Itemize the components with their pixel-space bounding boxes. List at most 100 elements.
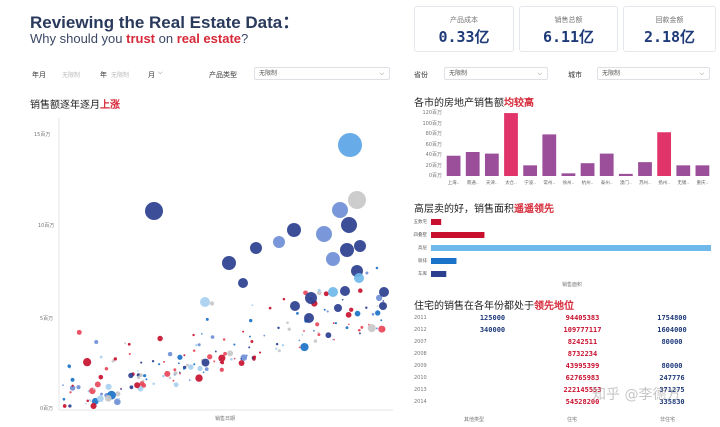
scatter-point [298,339,301,342]
kpi-card-collection: 回款金额 2.18亿 [623,6,716,52]
scatter-point [128,352,131,356]
table-row: 2011 125000 94405383 1754800 [412,312,714,324]
city-tick-label: 重庆.. [696,179,708,186]
sales-by-year-table: 2011 125000 94405383 1754800 2012 340000 10977… [412,312,714,408]
scatter-point [195,374,203,382]
scatter-point [163,360,165,363]
table-row: 2008 8732234 [412,348,714,360]
value-cell [450,348,535,360]
scatter-point [375,327,378,330]
table-row: 2009 43995399 80000 [412,360,714,372]
scatter-point [326,310,329,313]
city-bar [695,165,710,176]
scatter-point [340,243,354,257]
scatter-point [158,363,161,366]
scatter-point [136,375,141,380]
scatter-point [186,363,190,367]
scatter-point [62,397,66,401]
scatter-point [323,308,326,311]
year-start-input[interactable]: 无限制 [62,72,81,79]
scatter-point [296,312,299,315]
watermark: 知乎 @李德方 [592,387,681,403]
scatter-point [179,372,181,375]
scatter-point [70,377,75,382]
scatter-point [248,346,251,349]
scatter-point [151,360,155,363]
scatter-point [152,382,155,386]
scatter-point [183,354,186,357]
scatter-point [287,223,301,237]
province-select[interactable]: 无限制 ⌵ [444,67,548,80]
scatter-point [111,359,115,363]
citybar-ytick: 80百万 [425,131,442,137]
citybar-ytick: 100百万 [422,121,442,127]
city-bar [484,153,499,176]
city-select[interactable]: 无限制 ⌵ [597,67,710,80]
scatter-point [222,338,226,341]
scatter-point [201,358,210,367]
scatter-point [210,335,215,339]
kpi-card-cost: 产品成本 0.33亿 [414,6,514,52]
scatter-xlabel: 销售日期 [215,416,236,422]
month-chevron-down-icon[interactable]: ⌵ [158,69,163,76]
city-tick-label: 无锡.. [677,179,689,186]
value-cell [450,360,535,372]
city-tick-label: 杭州.. [582,179,594,186]
scatter-point [376,305,379,308]
scatter-point [326,252,340,266]
scatter-point [312,329,315,332]
scatter-point [313,339,318,343]
scatter-point [368,323,370,326]
city-bar [446,155,461,176]
product-type-select[interactable]: 无限制 ⌵ [254,67,390,80]
scatter-point [207,354,213,360]
scatter-ytick: 15百万 [34,132,51,138]
citybar-ytick: 60百万 [425,142,442,148]
scatter-point [304,313,314,323]
scatter-point [281,344,285,347]
scatter-point [275,342,279,346]
scatter-point [88,399,92,402]
table-col-residential: 住宅 [567,417,578,423]
scatter-point [94,340,99,345]
scatter-point [380,319,383,322]
scatter-point [104,367,109,371]
value-cell [630,348,714,360]
city-bar [599,153,614,176]
scatter-point [290,301,300,311]
scatter-point [334,322,338,325]
scatter-point [99,355,103,359]
scatter-point [332,202,348,218]
scatter-ytick: 10百万 [38,223,55,229]
value-cell [450,372,535,384]
scatter-point [98,374,104,380]
scatter-point [140,361,143,364]
scatter-point [250,339,254,343]
scatter-point [219,367,224,372]
value-cell: 371275 [659,386,685,394]
chevron-down-icon: ⌵ [699,70,704,77]
scatter-point [188,379,191,382]
city-bar [523,165,538,176]
value-cell: 335830 [659,398,685,406]
value-cell [450,336,535,348]
scatter-point [100,392,103,396]
scatter-point [173,371,178,376]
scatter-point [382,300,385,302]
scatter-point [365,271,369,275]
year-end-input[interactable]: 无限制 [111,72,130,79]
scatter-point [139,381,145,387]
typebar-title: 高层卖的好，销售面积遥遥领先 [414,204,554,215]
type-tick-label: 车库 [418,270,427,277]
scatter-point [375,310,381,316]
table-row: 2010 62765983 247776 [412,372,714,384]
city-bar [618,173,633,176]
scatter-point [188,364,194,370]
scatter-point [233,343,236,346]
scatter-point [96,395,104,403]
scatter-point [325,332,332,339]
scatter-point [168,376,172,380]
table-row: 2007 8242511 80000 [412,336,714,348]
scatter-point [305,292,317,304]
